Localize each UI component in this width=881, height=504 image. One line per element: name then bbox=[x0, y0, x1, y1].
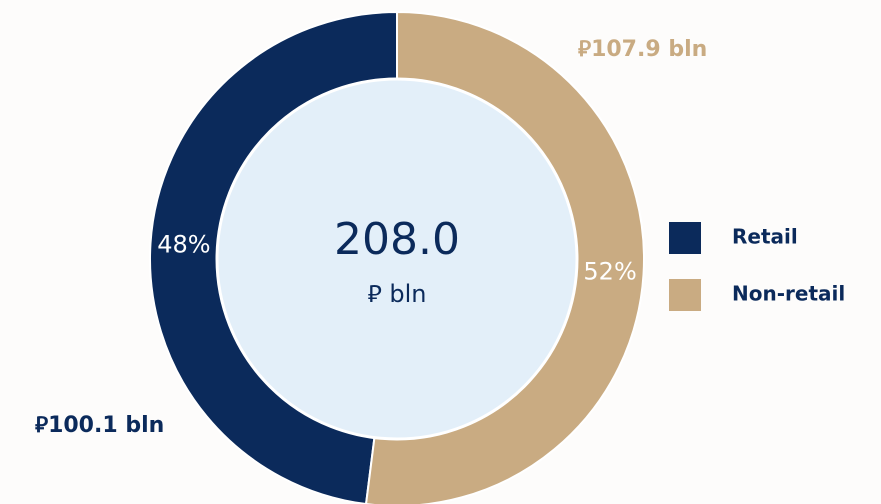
legend-swatch bbox=[669, 279, 701, 311]
donut-hole bbox=[215, 77, 579, 441]
slices bbox=[149, 10, 645, 504]
center-value: 208.0 bbox=[334, 214, 460, 265]
legend-label: Retail bbox=[732, 225, 798, 249]
center-unit: ⃁ bln bbox=[368, 280, 427, 308]
legend-label: Non-retail bbox=[732, 282, 845, 306]
amount-label: ⃁107.9 bln bbox=[578, 37, 707, 62]
slice-percent-label: 52% bbox=[583, 257, 636, 285]
legend-swatch bbox=[669, 222, 701, 254]
slice-percent-label: 48% bbox=[157, 231, 210, 259]
amount-label: ⃁100.1 bln bbox=[35, 413, 164, 438]
